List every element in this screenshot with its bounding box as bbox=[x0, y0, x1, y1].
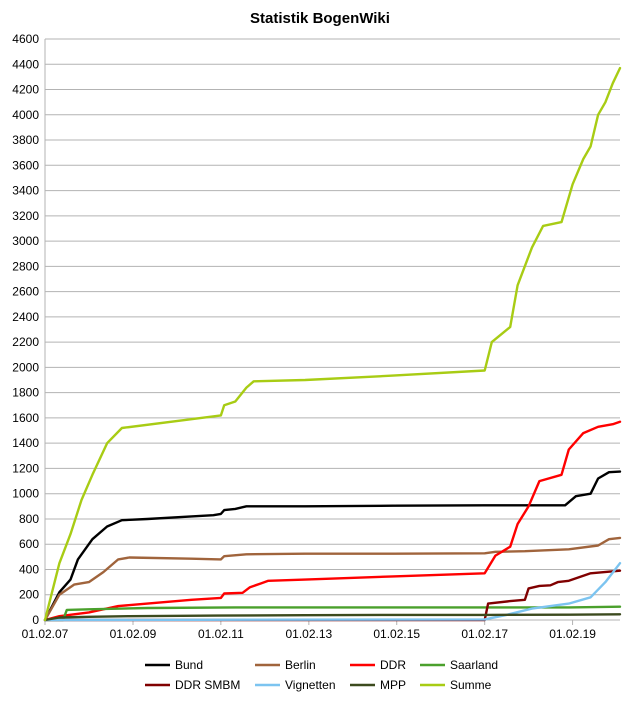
x-tick-label: 01.02.07 bbox=[22, 627, 69, 641]
y-tick-label: 3400 bbox=[12, 184, 39, 198]
y-tick-label: 1600 bbox=[12, 411, 39, 425]
legend-label-summe: Summe bbox=[450, 678, 492, 692]
x-tick-label: 01.02.19 bbox=[549, 627, 596, 641]
y-tick-label: 4200 bbox=[12, 83, 39, 97]
axes bbox=[44, 39, 620, 625]
legend-label-mpp: MPP bbox=[380, 678, 406, 692]
legend-label-ddr: DDR bbox=[380, 658, 406, 672]
y-tick-label: 1200 bbox=[12, 461, 39, 475]
y-tick-label: 800 bbox=[19, 512, 39, 526]
y-tick-label: 400 bbox=[19, 562, 39, 576]
legend: Bund Berlin DDR Saarland DDR SMBM Vignetten MP… bbox=[145, 658, 498, 692]
y-tick-label: 3000 bbox=[12, 234, 39, 248]
y-tick-label: 2200 bbox=[12, 335, 39, 349]
y-tick-label: 2000 bbox=[12, 360, 39, 374]
y-tick-label: 4600 bbox=[12, 32, 39, 46]
x-tick-label: 01.02.17 bbox=[461, 627, 508, 641]
y-tick-label: 200 bbox=[19, 588, 39, 602]
x-tick-label: 01.02.13 bbox=[285, 627, 332, 641]
x-tick-labels: 01.02.07 01.02.09 01.02.11 01.02.13 01.02.15… bbox=[22, 627, 597, 641]
y-tick-label: 0 bbox=[32, 613, 39, 627]
x-tick-label: 01.02.09 bbox=[110, 627, 157, 641]
series-line-summe bbox=[43, 66, 622, 622]
y-tick-label: 3200 bbox=[12, 209, 39, 223]
y-tick-label: 3600 bbox=[12, 158, 39, 172]
y-tick-label: 2600 bbox=[12, 285, 39, 299]
y-tick-label: 1400 bbox=[12, 436, 39, 450]
series-line-bund bbox=[43, 470, 622, 622]
x-tick-label: 01.02.15 bbox=[373, 627, 420, 641]
chart-title: Statistik BogenWiki bbox=[250, 10, 390, 27]
y-tick-label: 1800 bbox=[12, 386, 39, 400]
legend-label-berlin: Berlin bbox=[285, 658, 316, 672]
series-line-ddr-smbm bbox=[43, 569, 622, 622]
series-line-mpp bbox=[43, 613, 622, 622]
y-tick-label: 2800 bbox=[12, 259, 39, 273]
y-tick-label: 3800 bbox=[12, 133, 39, 147]
series-line-vignetten bbox=[43, 562, 622, 622]
legend-label-ddr-smbm: DDR SMBM bbox=[175, 678, 240, 692]
x-tick-label: 01.02.11 bbox=[198, 627, 244, 641]
y-tick-label: 4400 bbox=[12, 57, 39, 71]
y-tick-label: 4000 bbox=[12, 108, 39, 122]
legend-label-bund: Bund bbox=[175, 658, 203, 672]
y-tick-labels: 0 200 400 600 800 1000 1200 1400 1600 1800 2000 220… bbox=[12, 32, 39, 627]
series-line-saarland bbox=[43, 605, 622, 622]
y-tick-label: 1000 bbox=[12, 487, 39, 501]
y-tick-label: 600 bbox=[19, 537, 39, 551]
legend-label-saarland: Saarland bbox=[450, 658, 498, 672]
legend-label-vignetten: Vignetten bbox=[285, 678, 336, 692]
series-line-berlin bbox=[43, 536, 622, 622]
y-tick-label: 2400 bbox=[12, 310, 39, 324]
series-lines bbox=[43, 66, 622, 622]
series-line-ddr bbox=[43, 420, 622, 622]
gridlines bbox=[45, 38, 620, 621]
